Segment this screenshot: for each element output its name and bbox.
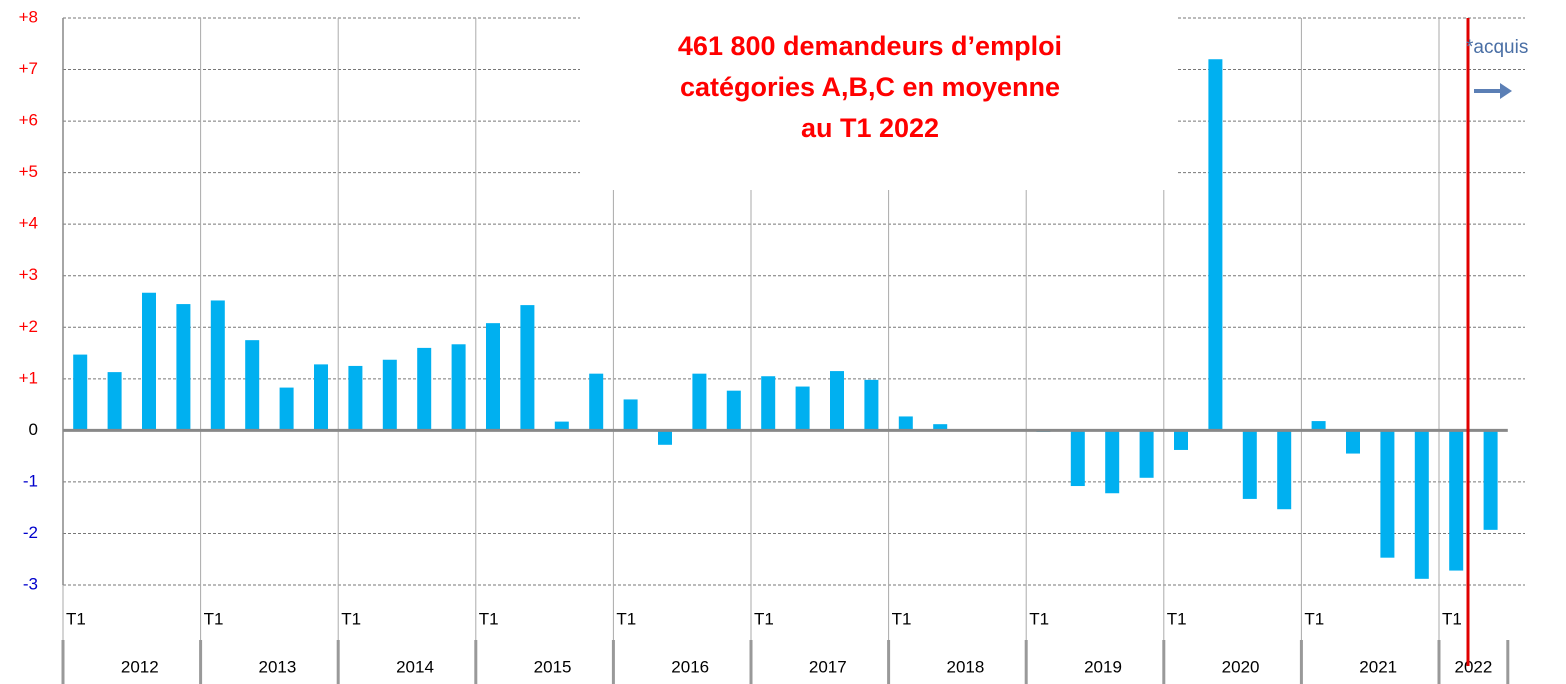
bar: [245, 340, 260, 431]
bar: [210, 300, 225, 431]
bar: [761, 376, 776, 431]
bar: [1414, 430, 1429, 579]
bar: [1483, 430, 1498, 530]
bar: [1105, 430, 1120, 494]
bar: [589, 373, 604, 431]
bar: [1242, 430, 1257, 499]
bar: [176, 304, 191, 431]
bar: [520, 305, 535, 431]
bar: [314, 364, 328, 431]
year-label: 2021: [1359, 657, 1397, 676]
y-tick-label: -1: [23, 471, 38, 490]
y-tick-label: +2: [19, 317, 38, 336]
y-tick-label: +4: [19, 214, 38, 233]
bar: [726, 390, 741, 431]
bar: [1139, 430, 1154, 478]
y-tick-label: -2: [23, 523, 38, 542]
year-label: 2015: [534, 657, 572, 676]
bar: [1380, 430, 1395, 558]
year-label: 2012: [121, 657, 159, 676]
x-tick-label: T1: [204, 609, 224, 628]
x-tick-label: T1: [1029, 609, 1049, 628]
title-box: [580, 8, 1178, 190]
y-tick-label: +5: [19, 162, 38, 181]
bar: [933, 424, 948, 431]
x-tick-label: T1: [341, 609, 361, 628]
x-tick-label: T1: [66, 609, 86, 628]
bar: [658, 430, 672, 445]
bar: [107, 372, 122, 431]
bar: [142, 292, 156, 431]
annotation: *acquis: [1466, 37, 1528, 58]
y-tick-label: +6: [19, 111, 38, 130]
year-label: 2020: [1222, 657, 1260, 676]
year-label: 2016: [671, 657, 709, 676]
bar: [1449, 430, 1464, 571]
bar: [864, 379, 879, 431]
y-tick-label: 0: [29, 420, 38, 439]
bar: [451, 344, 466, 431]
bar: [348, 365, 363, 431]
arrow-head: [1500, 83, 1512, 99]
x-tick-label: T1: [479, 609, 499, 628]
bar: [795, 386, 810, 431]
year-label: 2014: [396, 657, 434, 676]
year-label: 2013: [258, 657, 296, 676]
bar: [830, 371, 844, 431]
x-tick-label: T1: [892, 609, 912, 628]
bar: [1174, 430, 1188, 450]
chart-title: catégories A,B,C en moyenne: [680, 72, 1060, 102]
y-tick-label: -3: [23, 574, 38, 593]
x-tick-label: T1: [1442, 609, 1462, 628]
chart-title: 461 800 demandeurs d’emploi: [678, 31, 1062, 61]
bar: [1311, 421, 1326, 431]
chart-title: au T1 2022: [801, 113, 939, 143]
y-tick-label: +3: [19, 265, 38, 284]
bar: [692, 373, 707, 431]
year-label: 2019: [1084, 657, 1122, 676]
year-label: 2018: [946, 657, 984, 676]
bar: [1070, 430, 1085, 487]
y-tick-label: +1: [19, 368, 38, 387]
x-tick-label: T1: [1304, 609, 1324, 628]
bar: [623, 399, 638, 431]
x-tick-label: T1: [754, 609, 774, 628]
bar: [382, 359, 397, 431]
year-label: 2017: [809, 657, 847, 676]
bar: [1208, 59, 1223, 431]
bar: [1346, 430, 1360, 454]
bar: [486, 323, 500, 431]
y-tick-label: +7: [19, 59, 38, 78]
bar: [279, 387, 294, 431]
bar: [898, 416, 913, 431]
y-tick-label: +8: [19, 7, 38, 26]
x-tick-label: T1: [1167, 609, 1187, 628]
year-label: 2022: [1454, 657, 1492, 676]
bar: [1277, 430, 1292, 510]
x-tick-label: T1: [616, 609, 636, 628]
bar: [554, 421, 569, 431]
bar: [73, 354, 88, 431]
bar: [417, 347, 432, 431]
